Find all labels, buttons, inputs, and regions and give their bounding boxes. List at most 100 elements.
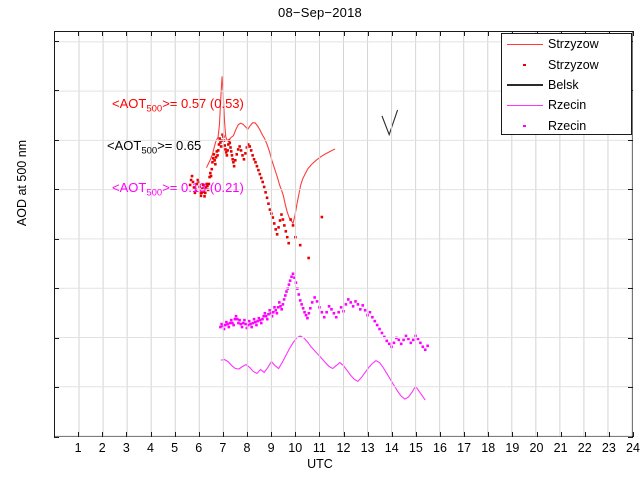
x-tick-mark [391, 31, 393, 36]
legend-item-rzecin-3[interactable]: Rzecin [502, 95, 631, 115]
data-point [244, 322, 247, 326]
data-point [291, 224, 295, 227]
annotation-subscript: 500 [146, 187, 163, 199]
legend-marker [507, 84, 543, 86]
x-tick-label-16: 17 [457, 441, 472, 455]
data-point [307, 311, 311, 315]
data-point [219, 325, 222, 329]
data-point [288, 279, 292, 282]
x-tick-label-2: 3 [122, 441, 130, 455]
legend-marker [507, 43, 543, 45]
data-point [251, 154, 254, 157]
legend-label: Rzecin [548, 118, 587, 133]
data-point [293, 276, 296, 280]
x-tick-mark [367, 432, 369, 437]
annotation-value: >= 0.65 [157, 138, 202, 153]
x-tick-label-20: 21 [553, 441, 568, 455]
data-point [262, 185, 266, 189]
data-point [202, 190, 206, 194]
data-point [275, 233, 279, 236]
y-tick-mark [628, 238, 633, 240]
data-point [300, 303, 303, 306]
data-point [258, 318, 262, 322]
data-point [255, 323, 258, 327]
data-point [233, 317, 237, 321]
x-tick-mark [78, 31, 80, 36]
data-point [209, 174, 213, 178]
annotation-rzecin: <AOT500>= 0.13 (0.21) [112, 180, 244, 199]
legend-item-strzyzow-1[interactable]: Strzyzow [502, 54, 631, 74]
data-point [271, 216, 275, 219]
data-point [426, 344, 429, 348]
data-point [192, 186, 196, 189]
x-tick-mark [633, 432, 634, 437]
data-point [255, 164, 259, 168]
y-tick-mark [628, 337, 633, 339]
data-point [284, 294, 287, 297]
y-tick-mark [54, 437, 59, 438]
data-point [273, 306, 276, 309]
data-point [344, 303, 348, 306]
data-point [239, 149, 243, 152]
data-point [224, 151, 228, 154]
data-point [368, 310, 372, 314]
data-point [267, 202, 270, 205]
legend-item-strzyzow-0[interactable]: Strzyzow [502, 34, 631, 54]
annotation-belsk: <AOT500>= 0.65 [107, 138, 201, 157]
data-point [235, 317, 239, 321]
data-point [213, 158, 216, 162]
data-point [259, 176, 263, 180]
data-point [252, 317, 256, 321]
legend-item-belsk-2[interactable]: Belsk [502, 75, 631, 95]
legend-dot-swatch [502, 55, 548, 75]
data-point [227, 325, 231, 329]
annotation-strzyzow: <AOT500>= 0.57 (0.53) [112, 96, 244, 115]
data-point [216, 154, 219, 157]
x-tick-mark [126, 31, 128, 36]
data-point [411, 338, 415, 342]
x-tick-mark [271, 432, 273, 437]
data-point [231, 321, 234, 325]
x-tick-label-6: 7 [219, 441, 227, 455]
legend-item-rzecin-4[interactable]: Rzecin [502, 116, 631, 136]
annotation-prefix: <AOT [112, 96, 147, 111]
data-point [228, 321, 232, 325]
data-point [249, 149, 253, 152]
x-tick-mark [102, 31, 104, 36]
data-point [252, 158, 256, 161]
data-point [320, 310, 324, 314]
x-tick-label-23: 24 [626, 441, 640, 455]
data-point [235, 153, 239, 156]
x-tick-mark [247, 31, 248, 36]
data-point [322, 315, 326, 319]
data-point [416, 337, 420, 341]
data-point [315, 300, 319, 303]
x-tick-mark [222, 31, 224, 36]
y-axis-label: AOD at 500 nm [15, 139, 29, 227]
x-tick-mark [150, 31, 152, 36]
legend-marker [507, 104, 543, 107]
data-point [375, 323, 379, 327]
series-points-rzecin-4 [219, 272, 429, 352]
data-point [392, 341, 396, 345]
data-point [262, 314, 265, 318]
data-point [421, 345, 425, 349]
x-tick-mark [391, 432, 393, 437]
x-tick-mark [247, 432, 248, 437]
legend-label: Rzecin [548, 98, 587, 113]
data-point [246, 323, 250, 327]
data-point [225, 320, 228, 324]
data-point [211, 160, 214, 164]
y-tick-mark [54, 90, 59, 92]
x-tick-mark [319, 31, 321, 36]
data-point [251, 321, 255, 325]
data-point [285, 235, 289, 239]
legend-line-swatch [502, 95, 548, 115]
legend[interactable]: Strzyzow Strzyzow Belsk Rzecin Rzecin [501, 33, 632, 135]
data-point [261, 317, 264, 321]
data-point [291, 272, 295, 276]
x-tick-label-15: 16 [433, 441, 447, 455]
data-point [191, 180, 195, 184]
x-tick-label-21: 22 [577, 441, 592, 455]
data-point [223, 323, 227, 327]
